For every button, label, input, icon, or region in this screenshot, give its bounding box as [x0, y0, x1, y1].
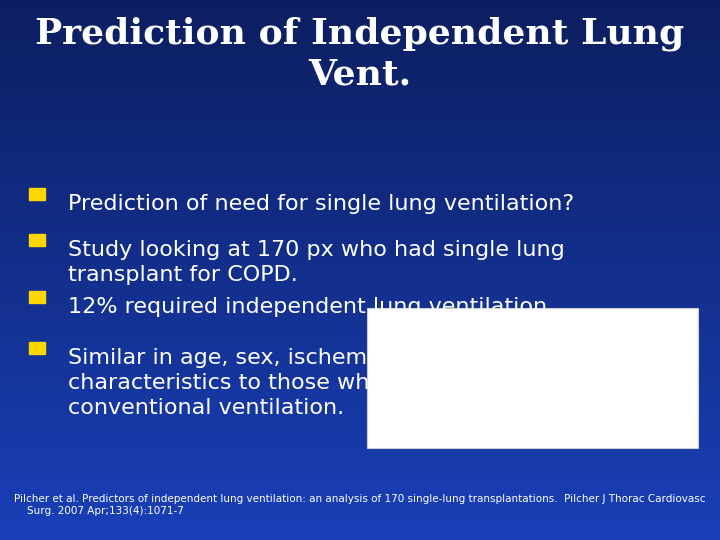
Text: Prediction of need for single lung ventilation?: Prediction of need for single lung venti… [68, 194, 575, 214]
Bar [29, 188, 45, 200]
Text: Prediction of Independent Lung
Vent.: Prediction of Independent Lung Vent. [35, 16, 685, 91]
Text: Pilcher et al. Predictors of independent lung ventilation: an analysis of 170 si: Pilcher et al. Predictors of independent… [14, 494, 706, 516]
Bar [367, 308, 698, 448]
Bar [29, 234, 45, 246]
Text: Study looking at 170 px who had single lung
transplant for COPD.: Study looking at 170 px who had single l… [68, 240, 565, 285]
Text: Similar in age, sex, ischemic time, and donor
characteristics to those who requi: Similar in age, sex, ischemic time, and … [68, 348, 571, 418]
Bar [29, 342, 45, 354]
Bar [29, 291, 45, 303]
Text: 12% required independent lung ventilation.: 12% required independent lung ventilatio… [68, 297, 554, 317]
